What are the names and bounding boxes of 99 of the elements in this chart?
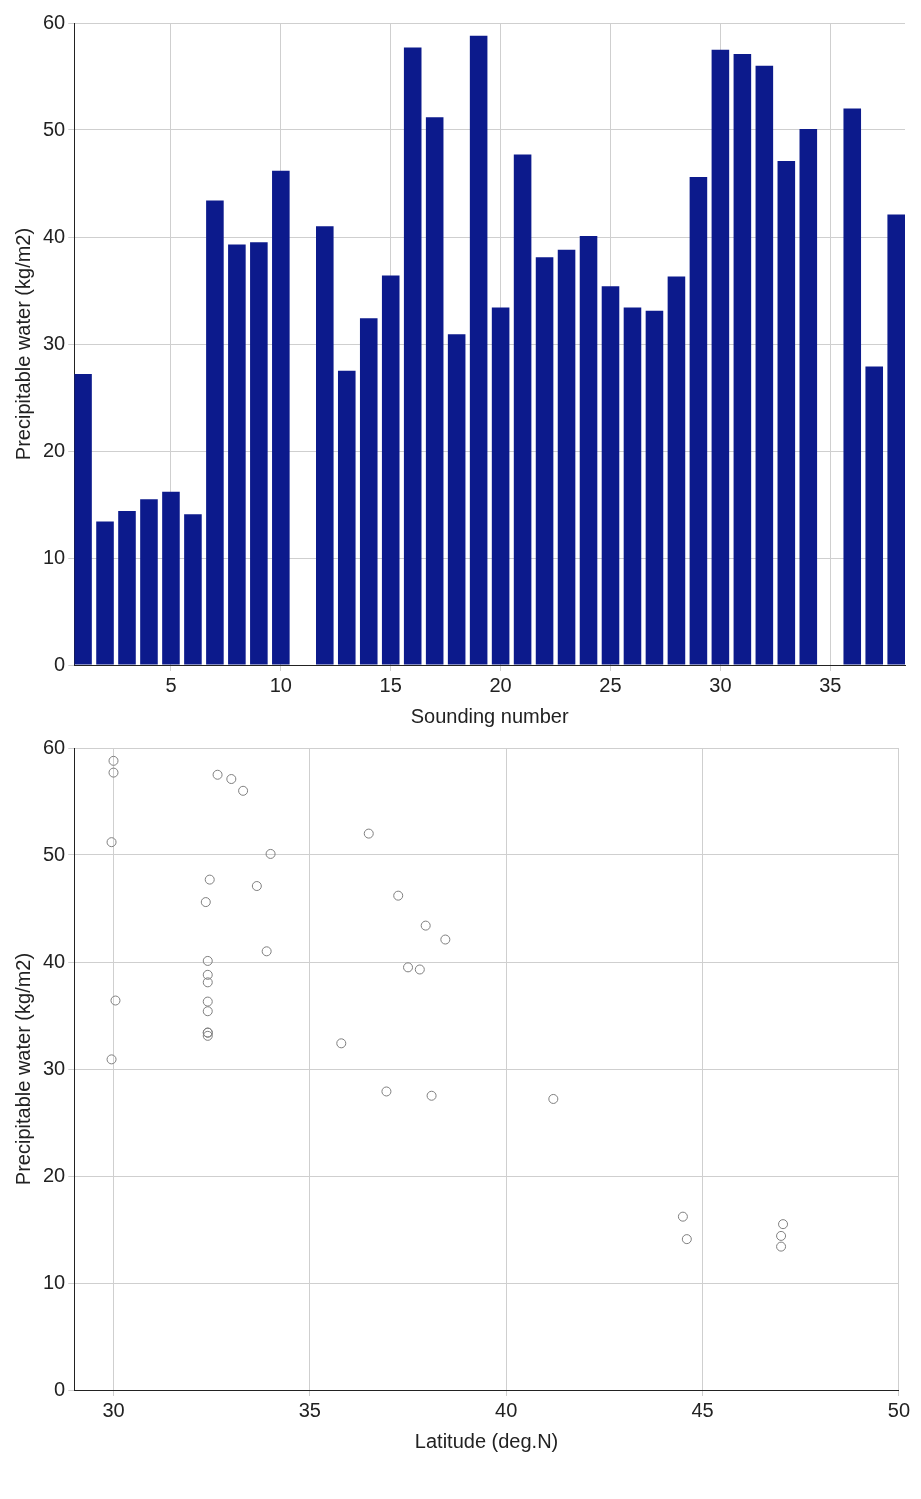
- bar: [337, 370, 356, 665]
- bar: [799, 128, 818, 665]
- bar: [601, 286, 620, 665]
- bar: [777, 161, 796, 665]
- x-tick-label: 40: [495, 1398, 518, 1421]
- y-tick-label: 10: [43, 545, 66, 568]
- y-tick-label: 30: [43, 1056, 66, 1079]
- bar: [272, 170, 290, 665]
- x-tick-label: 20: [489, 673, 512, 696]
- bar: [645, 310, 664, 665]
- bar: [843, 108, 862, 665]
- bar: [711, 49, 730, 665]
- point: [426, 1090, 437, 1101]
- point: [251, 881, 262, 892]
- bar: [381, 275, 400, 665]
- point: [677, 1211, 688, 1222]
- point: [212, 769, 223, 780]
- x-tick-label: 45: [691, 1398, 714, 1421]
- point: [681, 1234, 692, 1245]
- y-axis-title: Precipitable water (kg/m2): [11, 227, 34, 461]
- x-tick-label: 35: [298, 1398, 321, 1421]
- point: [204, 874, 215, 885]
- bar: [447, 334, 466, 665]
- bar: [74, 373, 92, 665]
- bar: [425, 117, 444, 665]
- bar: [228, 244, 246, 665]
- point: [381, 1086, 392, 1097]
- point: [110, 995, 121, 1006]
- y-tick-label: 40: [43, 949, 66, 972]
- bar: [887, 214, 905, 665]
- bar: [96, 521, 114, 665]
- y-tick-label: 20: [43, 1163, 66, 1186]
- bar: [733, 54, 752, 665]
- bar: [118, 510, 136, 665]
- y-axis-title: Precipitable water (kg/m2): [11, 952, 34, 1186]
- point: [226, 774, 237, 785]
- point: [420, 920, 431, 931]
- point: [393, 890, 404, 901]
- x-tick-label: 25: [599, 673, 622, 696]
- x-tick-label: 10: [269, 673, 292, 696]
- y-tick-label: 60: [43, 10, 66, 33]
- bar: [755, 65, 774, 665]
- point: [363, 828, 374, 839]
- bar: [250, 242, 268, 665]
- point: [776, 1241, 787, 1252]
- x-tick-label: 35: [819, 673, 842, 696]
- y-tick-label: 30: [43, 331, 66, 354]
- x-axis-title: Latitude (deg.N): [414, 1429, 559, 1452]
- point: [336, 1038, 347, 1049]
- y-tick-label: 0: [54, 1377, 66, 1400]
- bar: [865, 366, 884, 665]
- y-tick-label: 60: [43, 735, 66, 758]
- x-tick-label: 30: [709, 673, 732, 696]
- point: [548, 1093, 559, 1104]
- point: [261, 946, 272, 957]
- point: [106, 1054, 117, 1065]
- y-tick-label: 50: [43, 117, 66, 140]
- x-axis-title: Sounding number: [410, 704, 569, 727]
- y-tick-label: 0: [54, 652, 66, 675]
- bar: [667, 276, 686, 665]
- x-tick-label: 15: [379, 673, 402, 696]
- point: [202, 977, 213, 988]
- y-tick-label: 10: [43, 1270, 66, 1293]
- bar: [206, 200, 224, 665]
- bar: [469, 35, 488, 665]
- point: [108, 767, 119, 778]
- bar: [579, 235, 598, 665]
- point: [108, 755, 119, 766]
- bar: [623, 307, 642, 665]
- y-tick-label: 40: [43, 224, 66, 247]
- point: [403, 962, 414, 973]
- bar: [491, 307, 510, 665]
- point: [202, 969, 213, 980]
- x-tick-label: 30: [102, 1398, 125, 1421]
- point: [202, 955, 213, 966]
- y-tick-label: 20: [43, 438, 66, 461]
- y-tick-label: 50: [43, 842, 66, 865]
- point: [238, 785, 249, 796]
- x-tick-label: 5: [165, 673, 177, 696]
- point: [776, 1230, 787, 1241]
- bar: [513, 154, 532, 665]
- bar: [689, 177, 708, 665]
- x-tick-label: 50: [887, 1398, 910, 1421]
- point: [778, 1219, 789, 1230]
- point: [414, 964, 425, 975]
- bar: [316, 226, 334, 665]
- point: [106, 837, 117, 848]
- point: [440, 934, 451, 945]
- bar: [535, 257, 554, 665]
- bar: [140, 499, 158, 665]
- point: [202, 1006, 213, 1017]
- bar: [557, 249, 576, 665]
- point: [200, 897, 211, 908]
- bar: [403, 47, 422, 665]
- point: [202, 996, 213, 1007]
- bar: [359, 318, 378, 665]
- bar: [184, 514, 202, 665]
- point: [265, 848, 276, 859]
- bar: [162, 491, 180, 665]
